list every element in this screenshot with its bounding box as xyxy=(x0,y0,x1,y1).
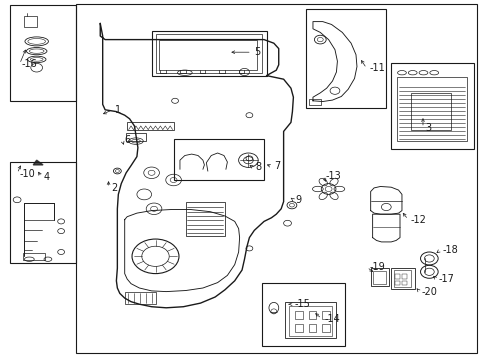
Text: -10: -10 xyxy=(20,168,35,179)
Bar xyxy=(10,5,76,101)
Bar xyxy=(308,311,316,319)
Bar xyxy=(126,133,145,141)
Text: 2: 2 xyxy=(111,183,117,193)
Bar xyxy=(390,63,473,149)
Text: -20: -20 xyxy=(421,287,437,297)
Bar xyxy=(410,93,450,130)
Bar xyxy=(394,281,399,285)
Text: 4: 4 xyxy=(44,172,50,182)
Bar xyxy=(173,139,264,180)
Bar xyxy=(322,311,329,319)
Bar xyxy=(284,302,335,338)
Text: 7: 7 xyxy=(274,161,280,171)
Bar xyxy=(76,4,476,353)
Bar xyxy=(308,324,316,332)
Text: 1: 1 xyxy=(115,105,121,115)
Bar xyxy=(294,324,302,332)
Text: -17: -17 xyxy=(438,274,453,284)
Text: -12: -12 xyxy=(410,215,426,225)
Bar xyxy=(124,292,156,304)
Bar xyxy=(393,270,410,287)
Text: 8: 8 xyxy=(255,162,262,172)
Text: 9: 9 xyxy=(295,195,302,205)
Bar xyxy=(151,31,266,76)
Bar xyxy=(288,306,331,336)
Bar xyxy=(261,283,344,346)
Text: -16: -16 xyxy=(22,59,38,69)
Text: -13: -13 xyxy=(325,171,340,181)
Bar xyxy=(23,253,45,260)
Polygon shape xyxy=(33,160,43,165)
Bar xyxy=(370,268,388,286)
Bar xyxy=(396,77,466,141)
Bar xyxy=(305,9,386,108)
Text: -19: -19 xyxy=(368,262,384,272)
Text: -18: -18 xyxy=(442,245,457,255)
Bar xyxy=(394,274,399,279)
Text: -11: -11 xyxy=(368,63,384,73)
Bar xyxy=(402,281,407,285)
Bar xyxy=(308,99,321,105)
Bar xyxy=(127,122,173,130)
Bar xyxy=(24,16,37,27)
Text: -14: -14 xyxy=(324,314,339,324)
Bar xyxy=(159,40,256,70)
Bar xyxy=(322,324,329,332)
Bar xyxy=(294,311,302,319)
Bar xyxy=(402,274,407,279)
Bar xyxy=(390,268,414,289)
Bar xyxy=(372,271,386,284)
Text: 5: 5 xyxy=(254,47,260,57)
Bar xyxy=(185,202,224,236)
Text: 3: 3 xyxy=(425,123,431,133)
Text: 6: 6 xyxy=(124,135,131,145)
Text: -15: -15 xyxy=(294,299,309,309)
Bar xyxy=(10,162,76,263)
Bar xyxy=(155,34,262,73)
